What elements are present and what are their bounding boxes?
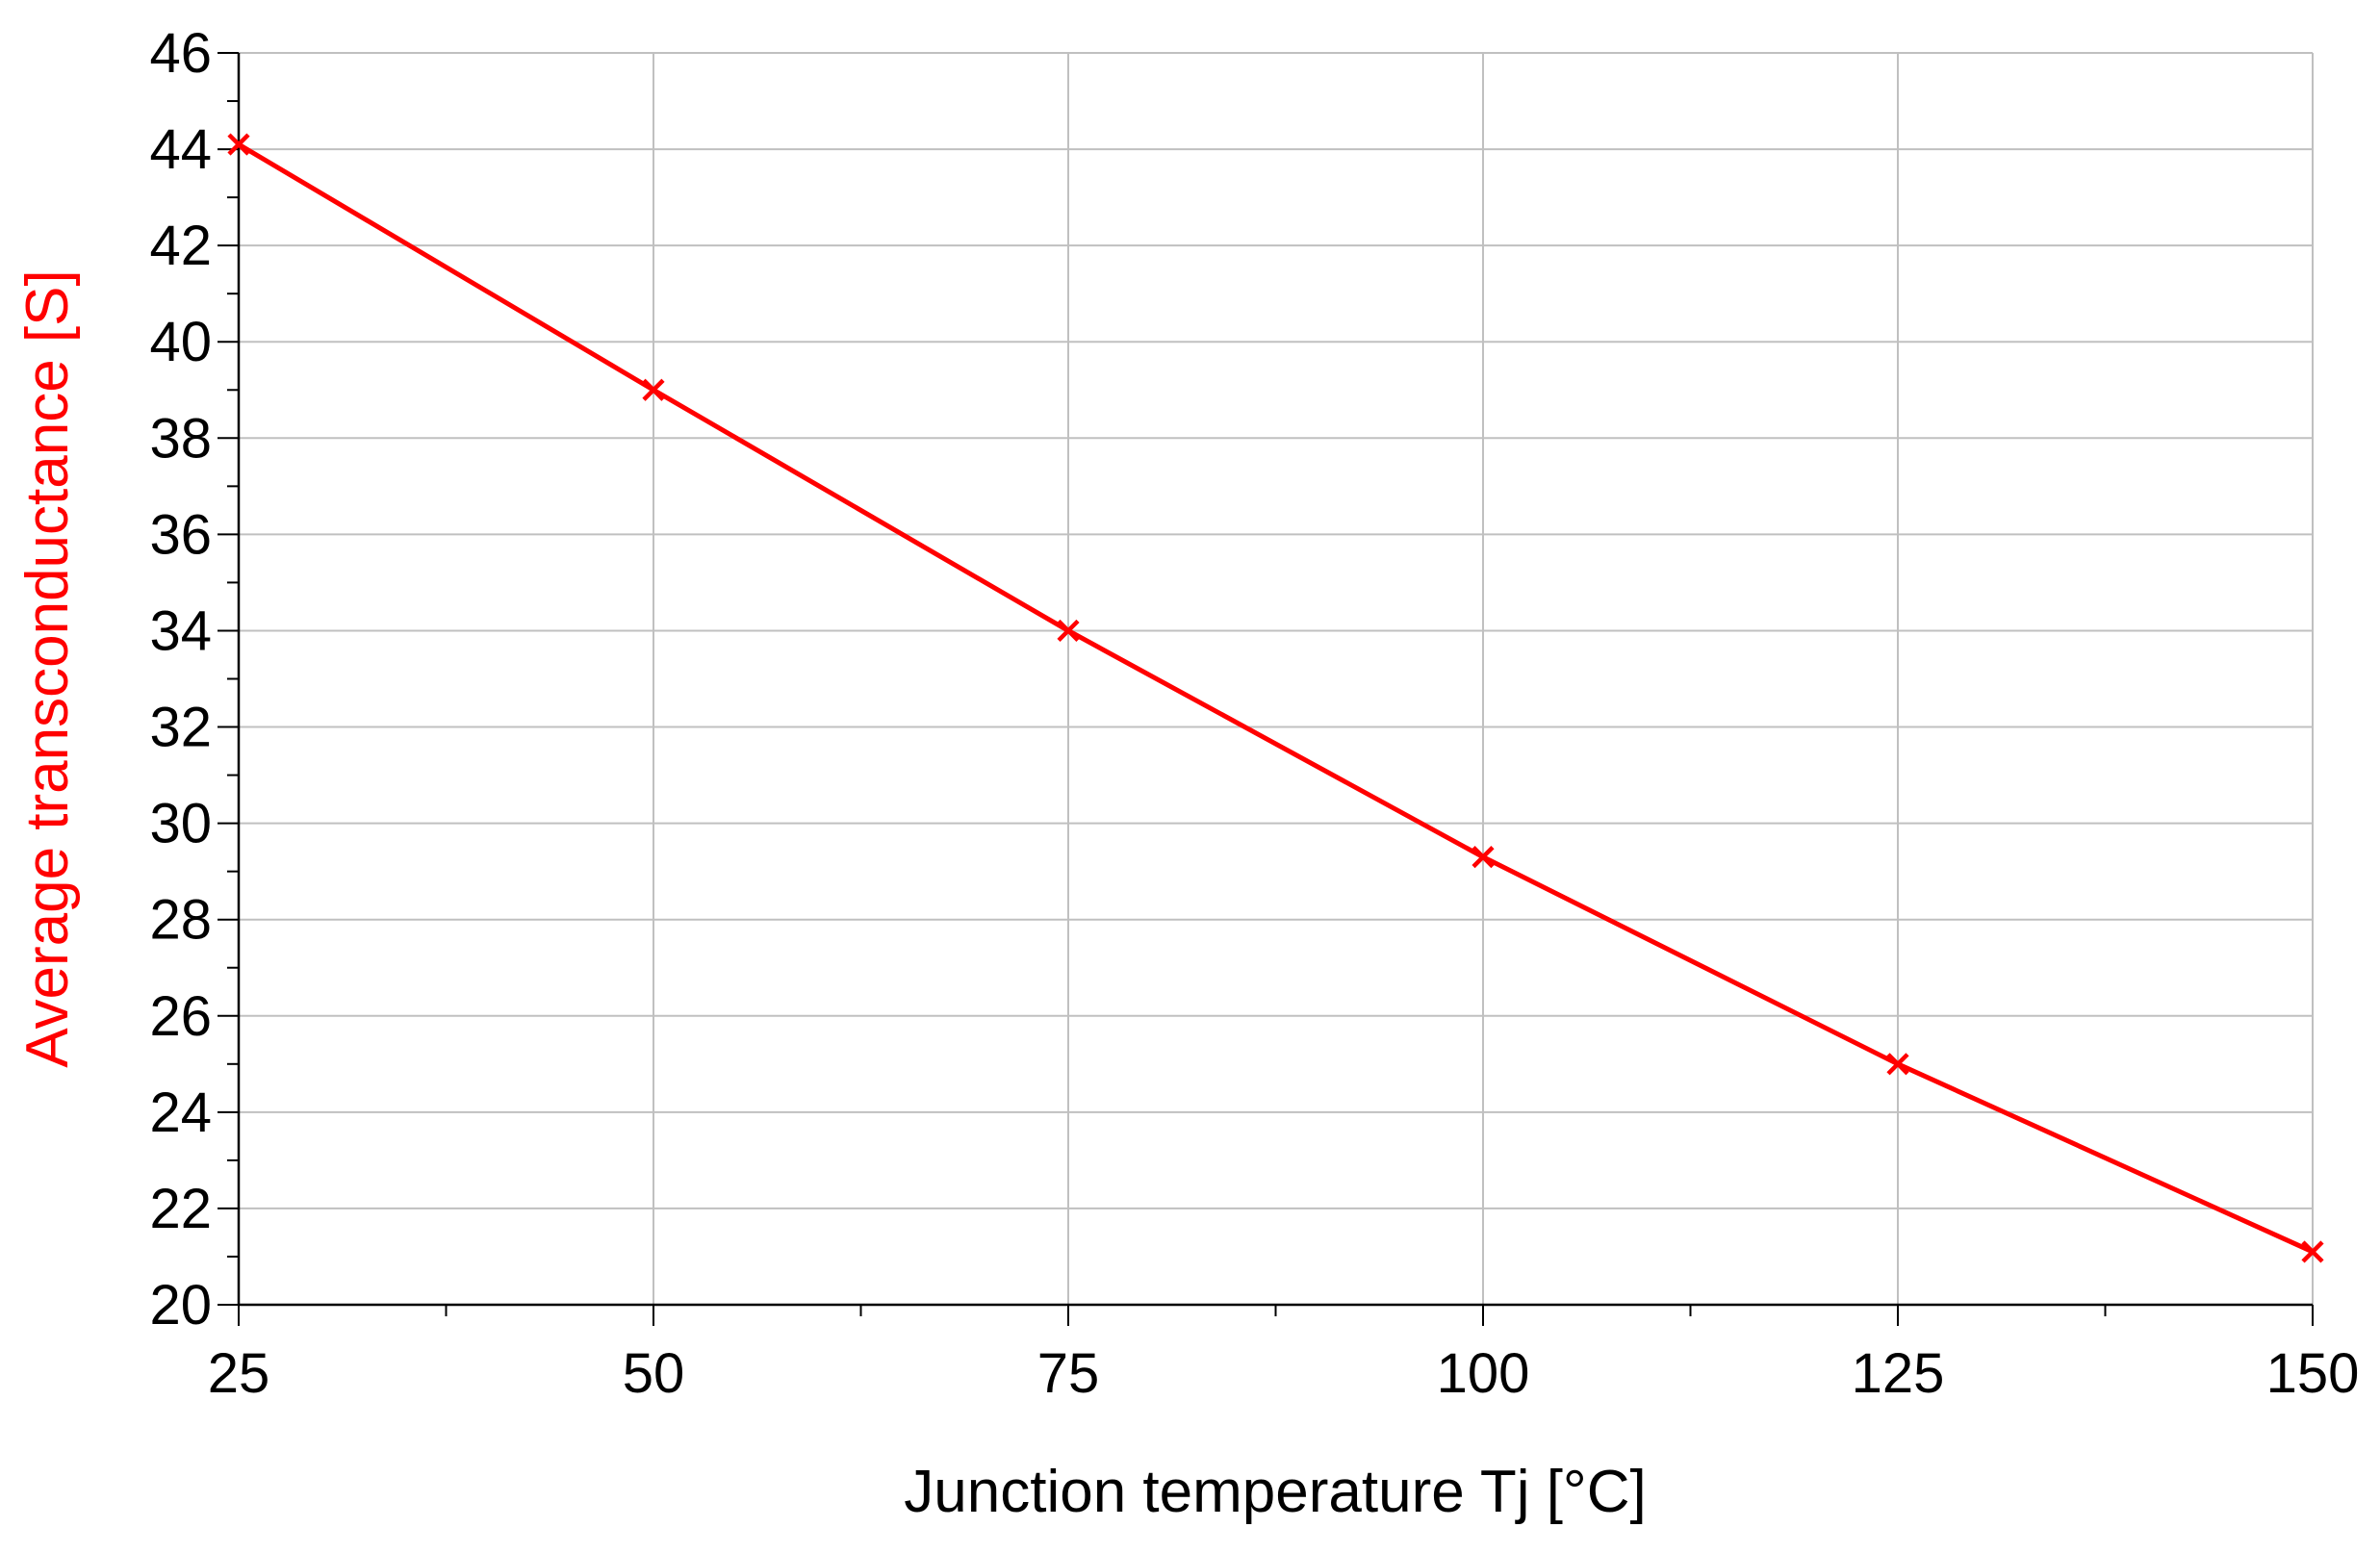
series-line — [237, 141, 2315, 1255]
y-tick-label: 34 — [149, 599, 212, 662]
grid — [239, 52, 2314, 1305]
x-tick-label: 75 — [1037, 1342, 1100, 1405]
data-point-marker — [1057, 619, 1080, 643]
data-point-marker — [642, 378, 665, 401]
tick-labels: 20 22 24 26 28 30 32 34 36 38 40 42 44 46 25 50 75 100 125… — [149, 22, 2359, 1405]
y-axis-title: Average transconductance [S] — [14, 269, 81, 1068]
x-tick-label: 50 — [623, 1342, 685, 1405]
y-tick-label: 20 — [149, 1274, 212, 1337]
axes — [237, 53, 2313, 1307]
data-point-marker — [227, 133, 250, 156]
x-tick-label: 150 — [2266, 1342, 2360, 1405]
y-tick-label: 28 — [149, 889, 212, 952]
y-tick-label: 46 — [149, 22, 212, 85]
y-tick-label: 26 — [149, 985, 212, 1048]
y-tick-label: 38 — [149, 407, 212, 470]
x-axis-title: Junction temperature Tj [°C] — [904, 1459, 1646, 1525]
y-tick-label: 40 — [149, 311, 212, 373]
x-tick-label: 125 — [1852, 1342, 1945, 1405]
data-point-marker — [1472, 846, 1495, 869]
x-tick-label: 25 — [208, 1342, 270, 1405]
y-tick-label: 42 — [149, 215, 212, 277]
y-tick-label: 32 — [149, 697, 212, 759]
y-tick-label: 44 — [149, 118, 212, 181]
y-tick-label: 22 — [149, 1178, 212, 1240]
y-tick-label: 30 — [149, 793, 212, 855]
data-point-marker — [1886, 1053, 1909, 1076]
tick-marks — [218, 52, 2314, 1326]
series-layer — [227, 133, 2324, 1263]
y-tick-label: 36 — [149, 503, 212, 566]
y-tick-label: 24 — [149, 1082, 212, 1144]
x-tick-label: 100 — [1437, 1342, 1530, 1405]
data-point-marker — [2301, 1240, 2324, 1263]
